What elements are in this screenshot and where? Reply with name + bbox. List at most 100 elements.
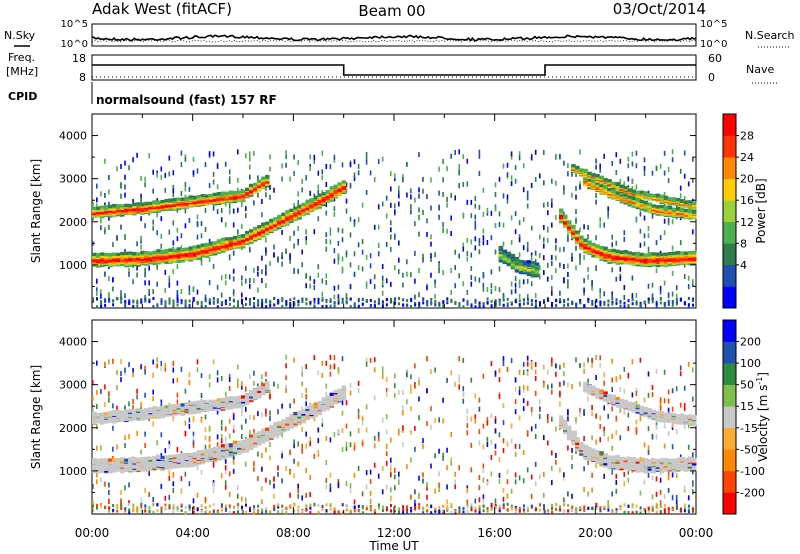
band-cell: [228, 237, 234, 241]
scatter-cell: [639, 211, 642, 217]
band-cell: [108, 204, 113, 208]
band-cell: [92, 206, 97, 210]
scatter-cell: [309, 441, 311, 447]
scatter-cell: [522, 187, 525, 193]
scatter-cell: [216, 409, 219, 415]
near-range-cell: [136, 299, 139, 303]
near-range-cell: [188, 508, 191, 512]
scatter-cell: [398, 185, 400, 191]
scatter-cell: [281, 229, 283, 235]
scatter-cell: [543, 202, 545, 208]
near-range-cell: [112, 299, 115, 303]
near-range-cell: [394, 301, 396, 305]
band-cell: [184, 196, 189, 200]
scatter-cell: [454, 150, 456, 155]
scatter-cell: [671, 157, 674, 163]
band-cell: [116, 252, 121, 256]
scatter-cell: [422, 257, 424, 263]
band-cell: [317, 201, 322, 205]
scatter-cell: [160, 361, 163, 366]
scatter-cell: [671, 149, 674, 155]
near-range-cell: [534, 299, 537, 303]
band-cell: [619, 253, 624, 257]
scatter-cell: [434, 283, 436, 289]
band-cell: [627, 251, 632, 255]
scatter-cell: [575, 245, 577, 251]
scatter-cell: [249, 414, 251, 420]
scatter-cell: [172, 220, 175, 226]
band-cell: [329, 186, 334, 190]
scatter-cell: [514, 165, 517, 171]
near-range-cell: [168, 506, 171, 510]
near-range-cell: [253, 511, 256, 515]
scatter-cell: [321, 278, 324, 284]
band-cell: [333, 184, 338, 188]
band-cell: [317, 193, 322, 197]
scatter-cell: [285, 375, 287, 381]
near-range-cell: [116, 509, 119, 513]
scatter-cell: [152, 396, 154, 402]
band-cell: [683, 200, 689, 204]
scatter-cell: [220, 217, 223, 223]
band-cell: [237, 234, 242, 239]
scatter-cell: [555, 215, 557, 221]
near-range-cell: [522, 302, 525, 306]
scatter-cell: [140, 216, 142, 222]
scatter-cell: [96, 404, 98, 409]
scatter-cell: [184, 223, 187, 229]
scatter-cell: [325, 239, 328, 244]
band-cell: [120, 251, 125, 256]
scatter-cell: [478, 249, 481, 255]
scatter-cell: [470, 266, 473, 271]
scatter-cell: [132, 399, 134, 404]
band-cell: [659, 206, 665, 210]
scatter-cell: [269, 184, 271, 190]
scatter-cell: [631, 275, 634, 281]
scatter-cell: [156, 281, 158, 287]
scatter-cell: [462, 281, 465, 287]
band-cell: [305, 204, 310, 208]
scatter-cell: [619, 179, 622, 185]
scatter-cell: [172, 184, 175, 190]
near-range-cell: [216, 510, 219, 514]
scatter-cell: [345, 188, 348, 194]
near-range-cell: [381, 304, 384, 308]
scatter-cell: [390, 234, 392, 240]
scatter-cell: [104, 401, 106, 407]
band-cell: [116, 204, 121, 208]
scatter-cell: [253, 380, 255, 386]
near-range-cell: [200, 301, 203, 305]
colorbar-tick-label: 20: [740, 173, 754, 186]
near-range-cell: [305, 507, 308, 511]
band-cell: [687, 215, 693, 219]
band-cell: [305, 207, 310, 211]
scatter-cell: [104, 481, 106, 487]
band-cell: [607, 179, 612, 183]
scatter-cell: [273, 244, 275, 250]
near-range-cell: [325, 304, 328, 308]
band-cell: [180, 250, 185, 254]
scatter-cell: [390, 186, 392, 192]
near-range-cell: [277, 503, 280, 507]
scatter-cell: [224, 222, 227, 228]
scatter-cell: [172, 188, 175, 194]
scatter-cell: [204, 162, 207, 168]
scatter-cell: [273, 252, 275, 258]
scatter-cell: [293, 473, 295, 479]
near-range-cell: [208, 504, 211, 508]
scatter-cell: [583, 278, 585, 284]
scatter-cell: [309, 283, 311, 289]
scatter-cell: [329, 354, 332, 360]
scatter-cell: [418, 193, 420, 199]
band-cell: [675, 255, 681, 259]
scatter-cell: [305, 467, 307, 473]
scatter-cell: [228, 274, 231, 280]
band-cell: [591, 245, 596, 249]
scatter-cell: [144, 294, 146, 300]
scatter-cell: [265, 192, 267, 198]
scatter-cell: [309, 275, 311, 281]
scatter-cell: [430, 256, 432, 262]
scatter-cell: [394, 203, 396, 209]
band-cell: [502, 251, 508, 255]
